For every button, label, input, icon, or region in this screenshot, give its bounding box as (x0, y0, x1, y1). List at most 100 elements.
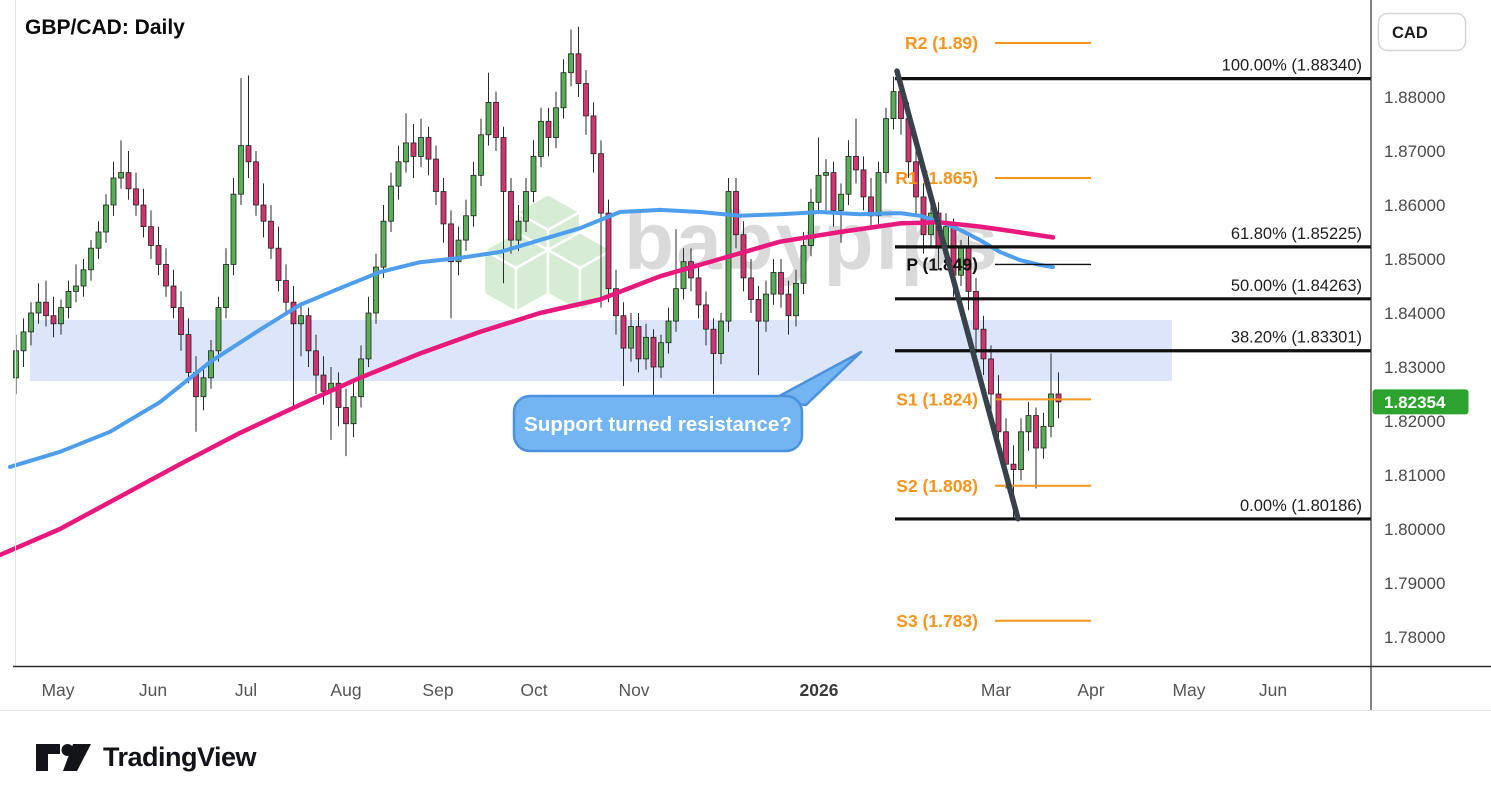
bearish-candle (125, 172, 132, 190)
bullish-candle (200, 377, 207, 398)
bearish-candle (778, 272, 784, 295)
bullish-candle (80, 269, 87, 287)
bullish-candle (478, 134, 484, 176)
bullish-candle (65, 290, 72, 308)
chart-canvas[interactable]: babypips 100.00% (1.88340)61.80% (1.8522… (0, 0, 1491, 712)
bullish-candle (238, 145, 244, 195)
bullish-candle (230, 193, 237, 265)
footer: TradingView (0, 712, 1491, 802)
slow-ma-line[interactable] (0, 220, 1056, 558)
candles-group (13, 26, 1062, 519)
bearish-candle (275, 247, 282, 281)
bearish-candle (988, 358, 994, 395)
month-label[interactable]: Sep (422, 680, 453, 700)
bullish-candle (28, 312, 34, 333)
bearish-candle (140, 204, 147, 228)
bullish-candle (538, 120, 544, 157)
bullish-candle (463, 215, 469, 241)
bullish-candle (395, 161, 402, 187)
bearish-candle (133, 188, 139, 206)
bearish-candle (1033, 415, 1039, 449)
bearish-candle (635, 326, 642, 360)
currency-selector[interactable]: CAD (1377, 12, 1467, 52)
month-label[interactable]: Aug (330, 680, 361, 700)
bearish-candle (290, 301, 297, 325)
bearish-candle (1010, 463, 1017, 471)
bearish-candle (620, 315, 627, 349)
bearish-candle (545, 120, 552, 138)
month-label[interactable]: May (41, 680, 74, 700)
bullish-candle (73, 285, 79, 292)
month-label[interactable]: Jun (139, 680, 167, 700)
bearish-candle (163, 263, 169, 287)
bearish-candle (650, 336, 657, 368)
month-label[interactable]: Mar (981, 680, 1011, 700)
bullish-candle (763, 293, 769, 322)
bullish-candle (373, 266, 379, 314)
pivot-level-label: R1 (1.865) (895, 168, 978, 188)
bearish-candle (710, 328, 717, 354)
bullish-candle (118, 172, 124, 179)
bullish-candle (793, 282, 799, 317)
currency-label: CAD (1392, 24, 1428, 42)
time-axis[interactable]: May Jun Jul Aug Sep Oct Nov 2026 Mar Apr May Jun (41, 680, 1287, 700)
bearish-candle (575, 53, 582, 84)
price-tick-label: 1.84000 (1384, 304, 1445, 323)
bullish-candle (643, 336, 649, 360)
bearish-candle (748, 277, 754, 300)
bearish-candle (178, 307, 184, 336)
chart-frame (0, 0, 1491, 711)
bullish-candle (223, 263, 229, 308)
month-label[interactable]: Nov (618, 680, 649, 700)
price-tick-label: 1.81000 (1384, 466, 1445, 485)
bearish-candle (785, 293, 792, 317)
bullish-candle (568, 53, 574, 74)
pivot-level-label: P (1.849) (906, 254, 978, 274)
month-label[interactable]: Apr (1077, 680, 1104, 700)
downtrend-line[interactable] (894, 68, 1021, 522)
callout-annotation[interactable]: Support turned resistance? (512, 350, 863, 453)
bearish-candle (305, 315, 312, 352)
bullish-candle (298, 315, 304, 325)
trendline[interactable] (894, 68, 1021, 522)
bearish-candle (860, 169, 867, 198)
month-label[interactable]: Oct (520, 680, 547, 700)
bullish-candle (418, 137, 424, 157)
fast-ma-line[interactable] (8, 207, 1055, 469)
bearish-candle (148, 226, 154, 246)
price-tick-label: 1.78000 (1384, 628, 1445, 647)
chart-title: GBP/CAD: Daily (25, 16, 185, 39)
bullish-candle (1048, 393, 1054, 427)
price-tick-label: 1.88000 (1384, 88, 1445, 107)
month-label[interactable]: May (1172, 680, 1205, 700)
month-label[interactable]: Jul (235, 680, 257, 700)
price-tick-label: 1.83000 (1384, 358, 1445, 377)
bullish-candle (95, 231, 102, 249)
bearish-candle (605, 212, 612, 290)
bullish-candle (110, 177, 117, 206)
month-label[interactable]: 2026 (800, 680, 839, 700)
bearish-candle (313, 350, 319, 376)
price-axis[interactable]: 1.88000 1.87000 1.86000 1.85000 1.84000 1.830… (1372, 88, 1469, 647)
pivot-level-label: S3 (1.783) (896, 611, 978, 631)
pivot-point-levels[interactable]: R2 (1.89) R1 (1.865) P (1.849) S1 (1.824) S2… (895, 33, 1091, 631)
bullish-candle (875, 172, 882, 217)
bearish-candle (425, 137, 432, 160)
fibonacci-retracement[interactable]: 100.00% (1.88340) 61.80% (1.85225) 50.00% … (895, 57, 1371, 521)
bearish-candle (1055, 393, 1062, 403)
bearish-candle (320, 374, 327, 392)
tradingview-brand[interactable]: TradingView (103, 741, 257, 772)
month-label[interactable]: Jun (1259, 680, 1287, 700)
bullish-candle (215, 307, 222, 352)
bullish-candle (1025, 415, 1032, 433)
currency-box (1377, 12, 1467, 52)
bullish-candle (665, 320, 672, 344)
bearish-candle (613, 288, 619, 317)
bearish-candle (995, 393, 1002, 433)
tradingview-logo-icon[interactable] (34, 740, 94, 774)
fib-level-label: 0.00% (1.80186) (1240, 497, 1362, 515)
pivot-level-label: S2 (1.808) (896, 476, 978, 496)
bullish-candle (515, 220, 522, 241)
price-tick-label: 1.86000 (1384, 196, 1445, 215)
bearish-candle (260, 204, 267, 222)
